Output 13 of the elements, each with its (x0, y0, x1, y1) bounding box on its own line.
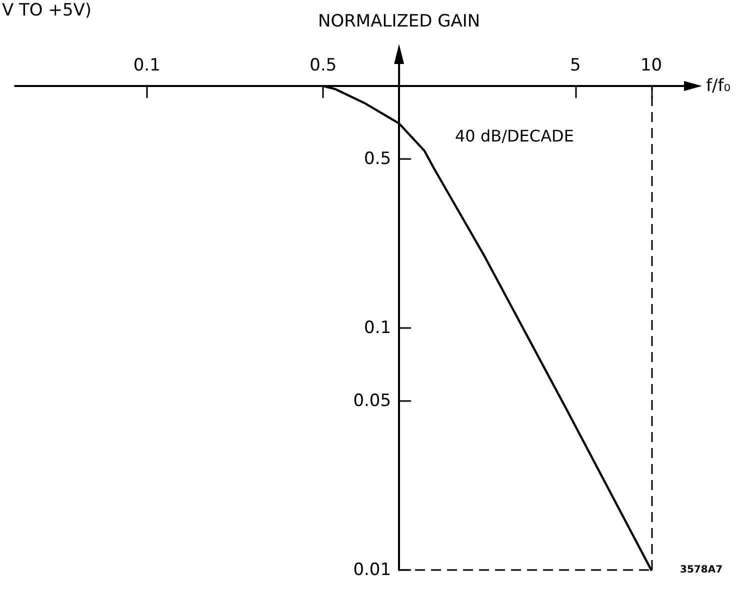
y-tick-label: 0.01 (353, 560, 392, 580)
annotation: 40 dB/DECADE (455, 126, 574, 146)
text: V TO +5V) (2, 0, 92, 20)
x-tick-label: 0.1 (133, 56, 160, 76)
x-tick-label: 0.5 (310, 56, 337, 76)
y-axis-title: NORMALIZED GAIN (318, 12, 480, 32)
y-tick-label: 0.5 (364, 148, 392, 169)
x-axis-title: f/f₀ (706, 76, 731, 96)
y-tick-label: 0.1 (364, 318, 392, 338)
y-tick-label: 0.05 (353, 390, 392, 411)
x-tick-label: 5 (570, 56, 581, 76)
annotation: 3578A7 (680, 564, 723, 576)
x-tick-label: 10 (640, 56, 662, 76)
